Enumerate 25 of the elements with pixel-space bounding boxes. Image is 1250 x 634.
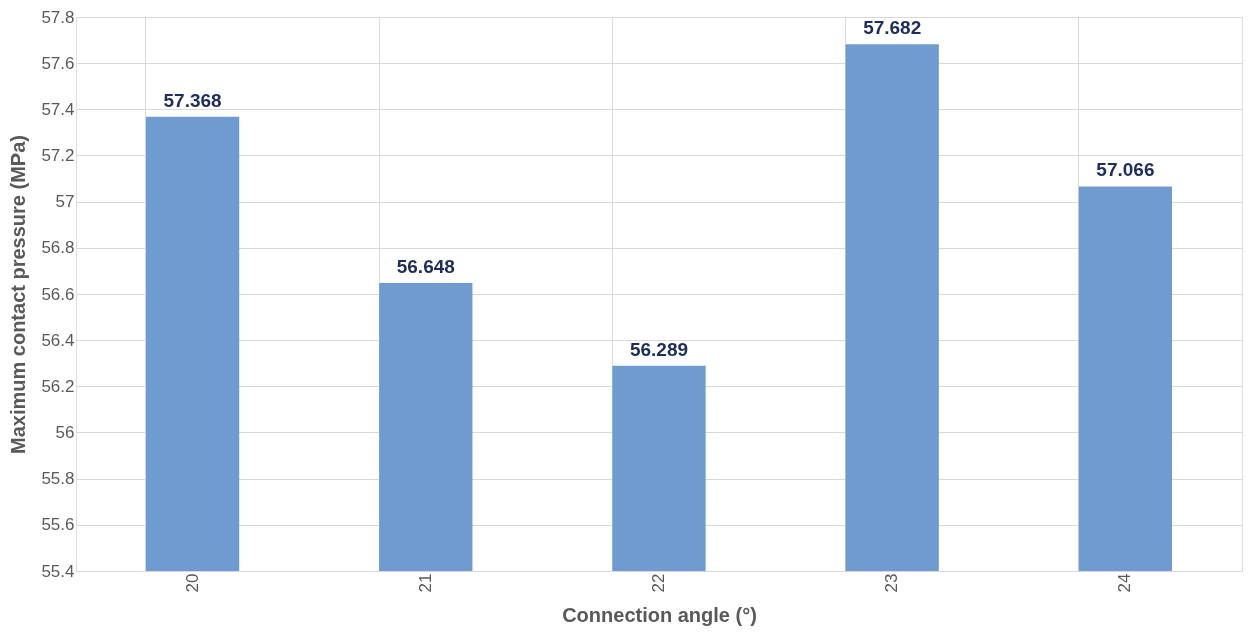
y-tick-label: 56.4 <box>41 330 75 350</box>
data-label: 57.066 <box>1096 159 1155 181</box>
y-tick-label: 56 <box>55 423 75 442</box>
y-tick-label: 57.6 <box>41 53 75 73</box>
data-label: 56.648 <box>396 255 455 277</box>
y-tick-label: 57 <box>55 192 75 212</box>
y-tick-label: 57.8 <box>41 7 75 27</box>
x-tick-label: 23 <box>882 573 902 593</box>
data-label: 56.289 <box>629 338 689 360</box>
y-axis-title: Maximum contact pressure (MPa) <box>7 135 30 454</box>
y-tick-label: 56.8 <box>41 238 75 258</box>
x-tick-label: 22 <box>649 573 668 593</box>
y-tick-label: 55.4 <box>41 561 75 581</box>
y-tick-label: 56.6 <box>41 284 75 304</box>
y-tick-label: 57.4 <box>41 99 75 119</box>
x-axis-title: Connection angle (°) <box>562 604 757 627</box>
y-tick-label: 57.2 <box>41 146 75 165</box>
y-tick-label: 55.8 <box>41 469 75 489</box>
x-tick-label: 24 <box>1115 573 1135 593</box>
y-tick-label: 55.6 <box>41 515 75 535</box>
data-label: 57.682 <box>863 17 922 39</box>
x-tick-label: 21 <box>415 573 435 593</box>
data-label: 57.368 <box>163 89 222 111</box>
y-tick-label: 56.2 <box>41 376 75 396</box>
x-tick-label: 20 <box>182 573 202 593</box>
